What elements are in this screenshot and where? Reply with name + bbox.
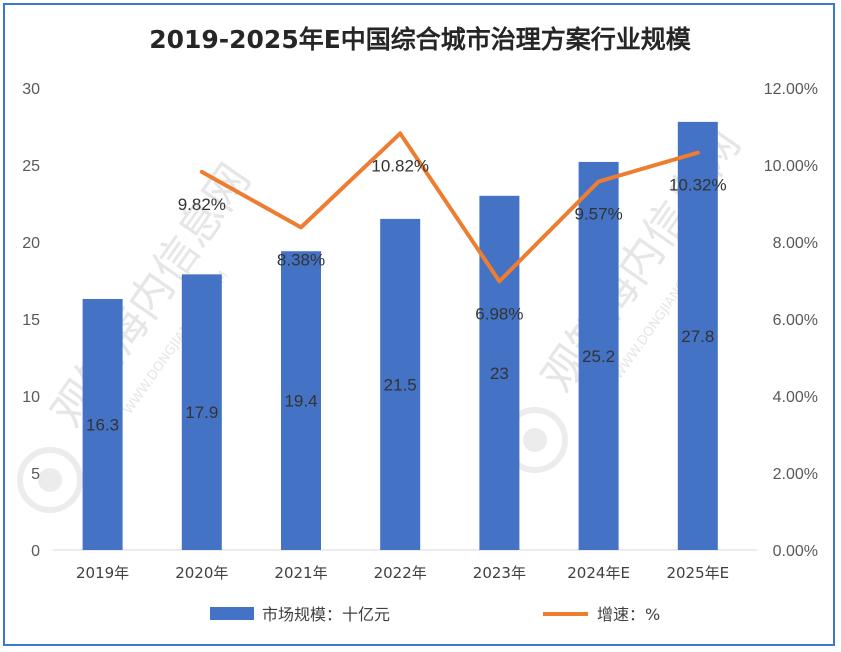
watermark-text-right: 观知海内信息网 bbox=[532, 120, 750, 402]
line-data-labels: 9.82% 8.38% 10.82% 6.98% 9.57% 10.32% bbox=[178, 156, 727, 323]
bar-data-label: 23 bbox=[490, 364, 509, 383]
y-right-tick-label: 6.00% bbox=[773, 312, 818, 329]
y-left-tick-label: 5 bbox=[31, 466, 40, 483]
legend-line-label: 增速：% bbox=[597, 605, 660, 624]
y-right-tick-label: 12.00% bbox=[764, 81, 818, 98]
legend: 市场规模：十亿元 增速：% bbox=[210, 605, 660, 624]
bar bbox=[677, 121, 718, 550]
x-tick-label: 2024年E bbox=[567, 564, 630, 582]
x-tick-label: 2021年 bbox=[274, 564, 327, 582]
y-left-tick-label: 10 bbox=[22, 389, 40, 406]
bar-data-label: 25.2 bbox=[582, 347, 615, 366]
line-data-label: 10.32% bbox=[669, 176, 727, 195]
x-axis-labels: 2019年 2020年 2021年 2022年 2023年 2024年E 2025年E bbox=[76, 564, 729, 582]
bar-data-label: 19.4 bbox=[284, 392, 317, 411]
watermark-text-left: 观知海内信息网 bbox=[42, 155, 260, 437]
y-right-tick-label: 0.00% bbox=[773, 543, 818, 560]
line-data-label: 10.82% bbox=[371, 156, 429, 175]
bar-data-label: 16.3 bbox=[86, 415, 119, 434]
bar bbox=[82, 298, 123, 550]
bar bbox=[281, 251, 321, 551]
y-right-tick-label: 2.00% bbox=[773, 466, 818, 483]
y-left-tick-label: 25 bbox=[22, 158, 40, 175]
chart-title: 2019-2025年E中国综合城市治理方案行业规模 bbox=[149, 25, 692, 54]
bar bbox=[181, 274, 222, 550]
x-tick-label: 2023年 bbox=[473, 564, 526, 582]
y-axis-left: 0 5 10 15 20 25 30 bbox=[22, 81, 40, 560]
line-data-label: 9.57% bbox=[574, 205, 622, 224]
watermark-logo-left bbox=[17, 447, 83, 513]
bar-data-labels: 16.3 17.9 19.4 21.5 23 25.2 27.8 bbox=[86, 327, 714, 435]
y-axis-right: 0.00% 2.00% 4.00% 6.00% 8.00% 10.00% 12.00% bbox=[764, 81, 818, 560]
y-left-tick-label: 0 bbox=[31, 543, 40, 560]
bar bbox=[380, 218, 421, 550]
bar bbox=[578, 161, 619, 551]
y-right-tick-label: 10.00% bbox=[764, 158, 818, 175]
x-tick-label: 2020年 bbox=[175, 564, 228, 582]
legend-bar-swatch bbox=[210, 607, 254, 620]
y-right-tick-label: 4.00% bbox=[773, 389, 818, 406]
x-tick-label: 2019年 bbox=[76, 564, 129, 582]
x-tick-label: 2025年E bbox=[666, 564, 729, 582]
growth-rate-line bbox=[199, 131, 700, 284]
bar-data-label: 27.8 bbox=[681, 327, 714, 346]
bar-data-label: 17.9 bbox=[185, 403, 218, 422]
y-left-tick-label: 30 bbox=[22, 81, 40, 98]
bar-data-label: 21.5 bbox=[384, 375, 417, 394]
line-data-label: 6.98% bbox=[475, 304, 523, 323]
y-right-tick-label: 8.00% bbox=[773, 235, 818, 252]
bar bbox=[479, 195, 520, 551]
legend-bar-label: 市场规模：十亿元 bbox=[262, 605, 390, 624]
line-data-label: 8.38% bbox=[277, 250, 325, 269]
y-left-tick-label: 20 bbox=[22, 235, 40, 252]
bar-series bbox=[82, 121, 718, 551]
line-data-label: 9.82% bbox=[178, 195, 226, 214]
y-left-tick-label: 15 bbox=[22, 312, 40, 329]
x-tick-label: 2022年 bbox=[374, 564, 427, 582]
